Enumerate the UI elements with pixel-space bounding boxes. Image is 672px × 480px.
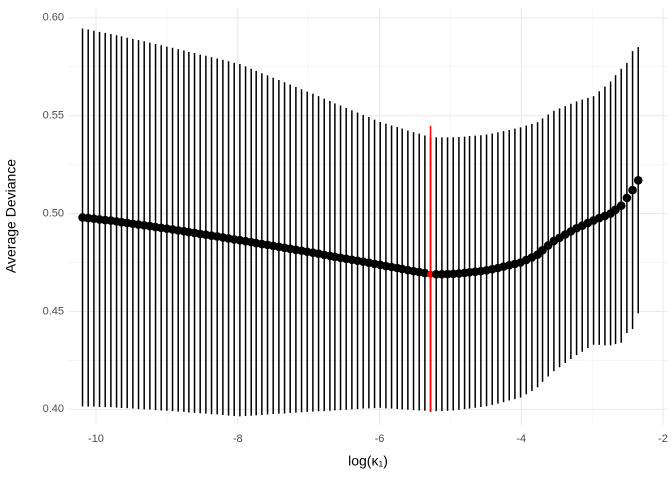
point	[633, 175, 643, 185]
x-tick-label: -8	[233, 433, 243, 445]
x-axis-title: log(κ₁)	[348, 453, 388, 469]
point	[538, 245, 547, 255]
point	[628, 185, 637, 195]
point	[622, 193, 632, 203]
point	[420, 268, 430, 278]
y-tick-label: 0.45	[43, 305, 64, 317]
y-axis-title: Average Deviance	[3, 159, 19, 273]
y-tick-label: 0.55	[43, 110, 64, 122]
x-tick-label: -6	[375, 433, 385, 445]
x-tick-label: -10	[88, 433, 104, 445]
y-tick-label: 0.60	[43, 12, 64, 24]
y-tick-label: 0.50	[43, 207, 64, 219]
x-tick-label: -2	[658, 433, 668, 445]
y-tick-label: 0.40	[43, 403, 64, 415]
point	[616, 201, 626, 211]
x-tick-label: -4	[516, 433, 526, 445]
